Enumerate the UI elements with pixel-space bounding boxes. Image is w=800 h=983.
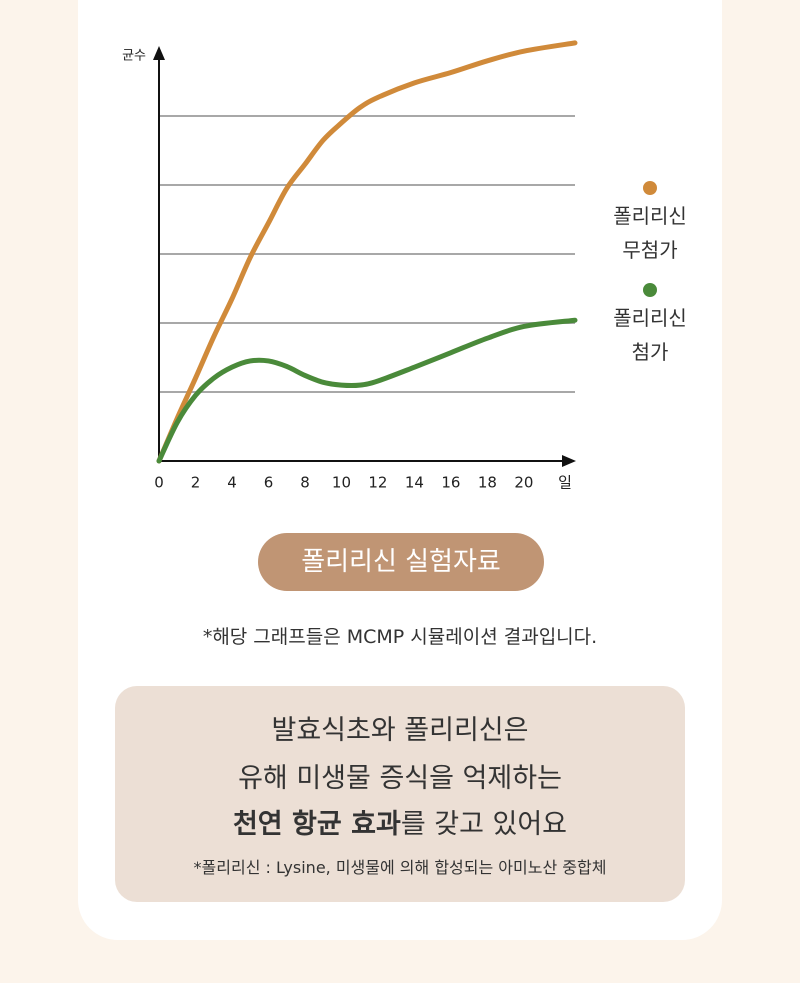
- x-tick-label: 0: [154, 474, 164, 492]
- legend-label: 폴리리신 무첨가: [613, 204, 687, 262]
- series-line: [156, 317, 578, 464]
- x-tick-label: 2: [191, 474, 201, 492]
- box-line: 발효식초와 폴리리신은: [271, 715, 529, 746]
- footnote: *폴리리신 : Lysine, 미생물에 의해 합성되는 아미노산 중합체: [193, 858, 607, 877]
- x-axis-label: 일: [558, 474, 572, 492]
- legend-label: 폴리리신 첨가: [613, 306, 687, 364]
- series-line: [156, 40, 578, 464]
- x-tick-label: 12: [368, 474, 387, 492]
- box-line: 유해 미생물 증식을 억제하는: [238, 763, 562, 794]
- chart: 0 2 4 6 8 10 12 14 16 18 20 균수일: [122, 40, 578, 492]
- note: *해당 그래프들은 MCMP 시뮬레이션 결과입니다.: [202, 626, 598, 648]
- legend-marker: [643, 181, 657, 195]
- x-tick-label: 6: [264, 474, 274, 492]
- box-bold: 천연 항균 효과: [232, 809, 401, 840]
- button[interactable]: 폴리리신 실험자료: [258, 533, 544, 591]
- legend-marker: [643, 283, 657, 297]
- legend-item: 폴리리신 첨가: [590, 283, 710, 369]
- x-tick-label: 14: [405, 474, 424, 492]
- x-tick-label: 10: [332, 474, 351, 492]
- x-tick-label: 4: [227, 474, 237, 492]
- box-text: 를 갖고 있어요: [400, 809, 568, 840]
- legend-item: 폴리리신 무첨가: [590, 181, 710, 267]
- x-arrow: [562, 455, 576, 467]
- info-box: 발효식초와 폴리리신은 유해 미생물 증식을 억제하는 천연 항균 효과를 갖고…: [115, 686, 685, 902]
- y-arrow: [153, 46, 165, 60]
- y-axis-label: 균수: [122, 49, 146, 64]
- x-tick-label: 20: [514, 474, 533, 492]
- x-tick-label: 8: [300, 474, 310, 492]
- x-tick-label: 16: [441, 474, 460, 492]
- x-tick-label: 18: [478, 474, 497, 492]
- box-line: 천연 항균 효과를 갖고 있어요: [115, 802, 685, 841]
